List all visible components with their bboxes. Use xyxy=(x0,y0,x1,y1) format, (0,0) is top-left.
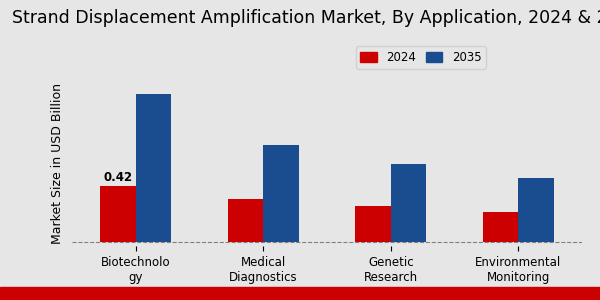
Bar xyxy=(136,94,172,242)
Bar xyxy=(391,164,427,242)
Bar xyxy=(100,186,136,242)
Bar xyxy=(482,212,518,242)
Legend: 2024, 2035: 2024, 2035 xyxy=(356,46,486,69)
Text: 0.42: 0.42 xyxy=(103,171,133,184)
Bar xyxy=(518,178,554,242)
Y-axis label: Market Size in USD Billion: Market Size in USD Billion xyxy=(50,83,64,244)
Text: Strand Displacement Amplification Market, By Application, 2024 & 2035: Strand Displacement Amplification Market… xyxy=(12,9,600,27)
Bar xyxy=(227,199,263,242)
Bar xyxy=(263,146,299,242)
Bar xyxy=(355,206,391,242)
